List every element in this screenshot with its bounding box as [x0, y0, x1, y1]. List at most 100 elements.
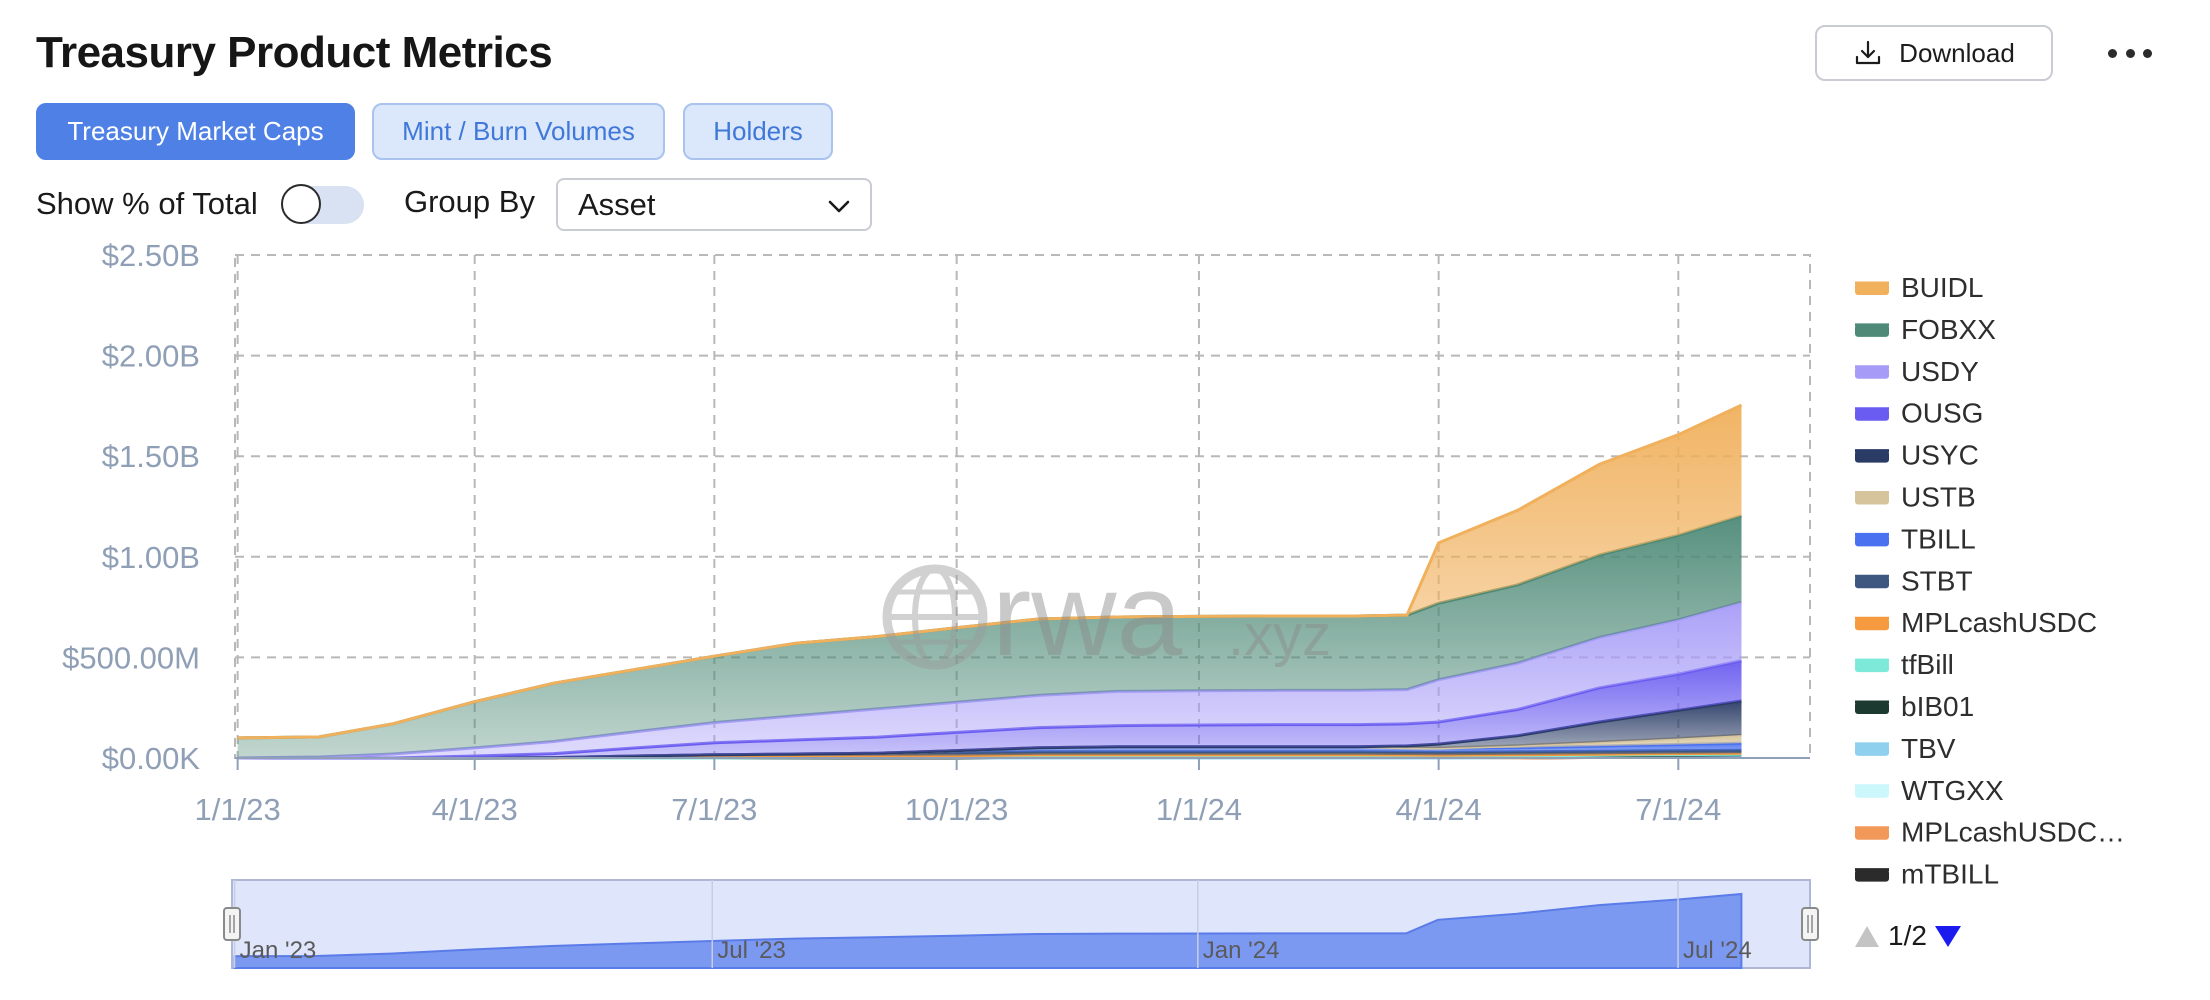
legend-label: FOBXX [1901, 314, 1996, 345]
legend-item[interactable]: FOBXX [1855, 314, 1996, 345]
range-navigator[interactable]: Jan '23 Jul '23 Jan '24 Jul '24 [223, 879, 1819, 969]
legend-label: USTB [1901, 482, 1976, 513]
navigator-label: Jul '24 [1683, 937, 1752, 964]
tab-holders[interactable]: Holders [683, 103, 833, 160]
navigator-right-handle[interactable] [1801, 907, 1819, 941]
legend-label: WTGXX [1901, 775, 2004, 806]
tab-mint-burn-volumes[interactable]: Mint / Burn Volumes [372, 103, 665, 160]
legend-item[interactable]: USYC [1855, 440, 1979, 471]
pager-text: 1/2 [1888, 920, 1927, 951]
chevron-down-icon [828, 200, 850, 213]
navigator-label: Jul '23 [717, 937, 786, 964]
legend-item[interactable]: bIB01 [1855, 691, 1974, 722]
legend-swatch [1855, 743, 1889, 756]
legend-swatch [1855, 660, 1889, 673]
more-dot-icon [2108, 48, 2117, 58]
toggle-knob [281, 184, 321, 224]
x-tick-label: 1/1/24 [1156, 792, 1242, 827]
x-tick-label: 7/1/24 [1635, 792, 1721, 827]
legend-label: BUIDL [1901, 272, 1983, 303]
download-button[interactable]: Download [1815, 25, 2053, 81]
tab-treasury-market-caps[interactable]: Treasury Market Caps [36, 103, 355, 160]
legend-swatch [1855, 450, 1889, 463]
group-by-label: Group By [404, 184, 535, 219]
legend-swatch [1855, 576, 1889, 589]
download-label: Download [1899, 37, 2015, 68]
pager-down-icon[interactable] [1935, 926, 1961, 947]
pager-up-icon[interactable] [1855, 926, 1879, 947]
legend-swatch [1855, 324, 1889, 337]
y-tick-label: $1.00B [102, 540, 200, 575]
legend-label: tfBill [1901, 649, 1954, 680]
legend-item[interactable]: USDY [1855, 356, 1979, 387]
y-tick-label: $500.00M [62, 640, 200, 675]
x-tick-label: 10/1/23 [905, 792, 1008, 827]
legend-item[interactable]: OUSG [1855, 398, 1983, 429]
legend-label: STBT [1901, 565, 1973, 596]
navigator-series [233, 892, 1743, 969]
legend-swatch [1855, 366, 1889, 379]
area-usdy[interactable] [237, 602, 1742, 758]
legend-label: OUSG [1901, 398, 1983, 429]
legend-item[interactable]: BUIDL [1855, 272, 1983, 303]
group-by-value: Asset [578, 186, 656, 222]
legend-swatch [1855, 827, 1889, 840]
legend-label: MPLcashUSDC [1901, 607, 2097, 638]
legend-label: TBV [1901, 733, 1956, 764]
page-title: Treasury Product Metrics [36, 28, 553, 77]
legend-item[interactable]: MPLcashUSDC… [1855, 817, 2125, 848]
x-tick-label: 1/1/23 [195, 792, 281, 827]
legend-item[interactable]: TBV [1855, 733, 1956, 764]
download-icon [1856, 40, 1881, 65]
more-options-button[interactable] [2108, 38, 2152, 68]
y-tick-label: $2.50B [102, 238, 200, 273]
more-dot-icon [2143, 48, 2152, 58]
legend-item[interactable]: USTB [1855, 482, 1976, 513]
legend-pager: 1/2 [1855, 920, 1961, 951]
legend-swatch [1855, 534, 1889, 547]
legend-item[interactable]: tfBill [1855, 649, 1954, 680]
chart-areas [237, 403, 1743, 760]
x-tick-label: 7/1/23 [671, 792, 757, 827]
legend-swatch [1855, 869, 1889, 882]
legend-swatch [1855, 785, 1889, 798]
y-tick-label: $0.00K [102, 741, 201, 776]
legend-item[interactable]: mTBILL [1855, 859, 1999, 890]
chart-axes: $0.00K $500.00M $1.00B $1.50B $2.00B $2.50B 1/… [62, 238, 1810, 827]
rwa-watermark: rwa .xyz [882, 549, 1331, 681]
chart-legend: BUIDL FOBXX USDY OUSG USYC USTB TBILL STBT MPLca… [1855, 272, 2125, 890]
legend-label: USYC [1901, 440, 1979, 471]
watermark-main: rwa [992, 549, 1183, 681]
x-tick-label: 4/1/23 [432, 792, 518, 827]
group-by-select[interactable]: Asset [556, 178, 872, 231]
legend-item[interactable]: TBILL [1855, 523, 1976, 554]
navigator-label: Jan '24 [1203, 937, 1280, 964]
legend-item[interactable]: WTGXX [1855, 775, 2004, 806]
show-percent-toggle[interactable] [281, 184, 364, 224]
y-tick-label: $1.50B [102, 439, 200, 474]
legend-label: USDY [1901, 356, 1979, 387]
legend-label: MPLcashUSDC… [1901, 817, 2125, 848]
y-tick-label: $2.00B [102, 339, 200, 374]
legend-swatch [1855, 618, 1889, 631]
more-dot-icon [2125, 48, 2135, 58]
legend-item[interactable]: STBT [1855, 565, 1973, 596]
legend-label: mTBILL [1901, 859, 1999, 890]
legend-swatch [1855, 408, 1889, 421]
area-ousg[interactable] [237, 660, 1742, 758]
navigator-left-handle[interactable] [223, 907, 241, 941]
navigator-label: Jan '23 [240, 937, 317, 964]
legend-swatch [1855, 492, 1889, 505]
area-buidl[interactable] [237, 405, 1742, 738]
legend-label: TBILL [1901, 523, 1976, 554]
legend-item[interactable]: MPLcashUSDC [1855, 607, 2097, 638]
legend-swatch [1855, 702, 1889, 714]
watermark-suffix: .xyz [1228, 603, 1331, 668]
line-buidl [237, 403, 1743, 740]
legend-label: bIB01 [1901, 691, 1974, 722]
show-percent-label: Show % of Total [36, 186, 258, 221]
area-fobxx[interactable] [237, 515, 1742, 758]
x-tick-label: 4/1/24 [1396, 792, 1482, 827]
legend-swatch [1855, 283, 1889, 295]
